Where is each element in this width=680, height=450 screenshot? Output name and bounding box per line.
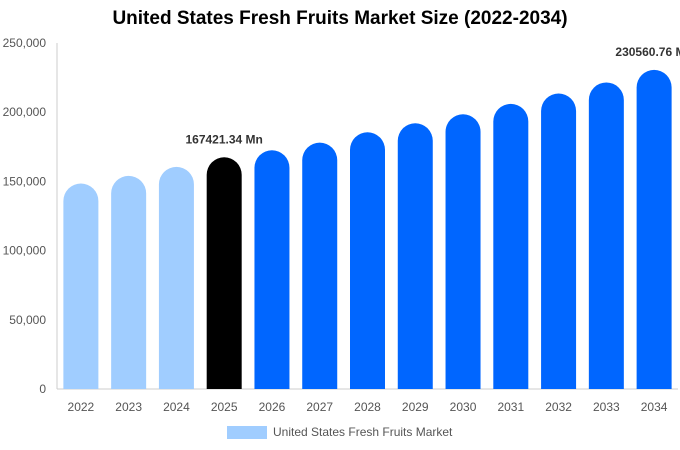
- bar: [158, 166, 194, 389]
- bar: [206, 157, 242, 389]
- y-tick-label: 0: [39, 382, 46, 396]
- bar: [350, 132, 385, 390]
- x-tick-label: 2023: [115, 400, 142, 414]
- bar: [445, 114, 481, 390]
- x-tick-label: 2025: [211, 400, 238, 414]
- bar: [493, 103, 529, 390]
- y-tick-label: 50,000: [9, 313, 46, 327]
- bar: [397, 123, 433, 389]
- bar: [302, 142, 338, 389]
- x-tick-label: 2029: [402, 400, 429, 414]
- x-tick-label: 2032: [545, 400, 572, 414]
- x-tick-label: 2027: [306, 400, 333, 414]
- bar: [588, 82, 624, 389]
- legend-label: United States Fresh Fruits Market: [273, 425, 453, 439]
- y-tick-label: 250,000: [3, 36, 47, 50]
- x-tick-label: 2031: [497, 400, 524, 414]
- y-tick-label: 100,000: [3, 244, 47, 258]
- data-label: 167421.34 Mn: [185, 132, 262, 146]
- bars: [63, 69, 672, 390]
- data-label: 230560.76 Mn: [615, 45, 680, 59]
- chart-title: United States Fresh Fruits Market Size (…: [112, 8, 568, 29]
- labels: 167421.34 Mn 230560.76 Mn: [185, 45, 680, 146]
- legend[interactable]: United States Fresh Fruits Market: [227, 425, 452, 439]
- y-tick-label: 150,000: [3, 174, 47, 188]
- bar: [636, 69, 672, 390]
- x-tick-label: 2034: [641, 400, 668, 414]
- x-tick-label: 2030: [450, 400, 477, 414]
- x-tick-label: 2024: [163, 400, 190, 414]
- bar: [111, 175, 147, 389]
- x-tick-label: 2026: [259, 400, 286, 414]
- bar: [63, 183, 99, 389]
- bar: [541, 93, 577, 390]
- axes: 0 50,000 100,000 150,000 200,000 250,000 2022 2…: [3, 36, 678, 414]
- legend-swatch: [227, 425, 267, 439]
- bar: [254, 150, 290, 389]
- x-tick-label: 2022: [68, 400, 95, 414]
- y-tick-label: 200,000: [3, 105, 47, 119]
- x-tick-label: 2033: [593, 400, 620, 414]
- x-tick-label: 2028: [354, 400, 381, 414]
